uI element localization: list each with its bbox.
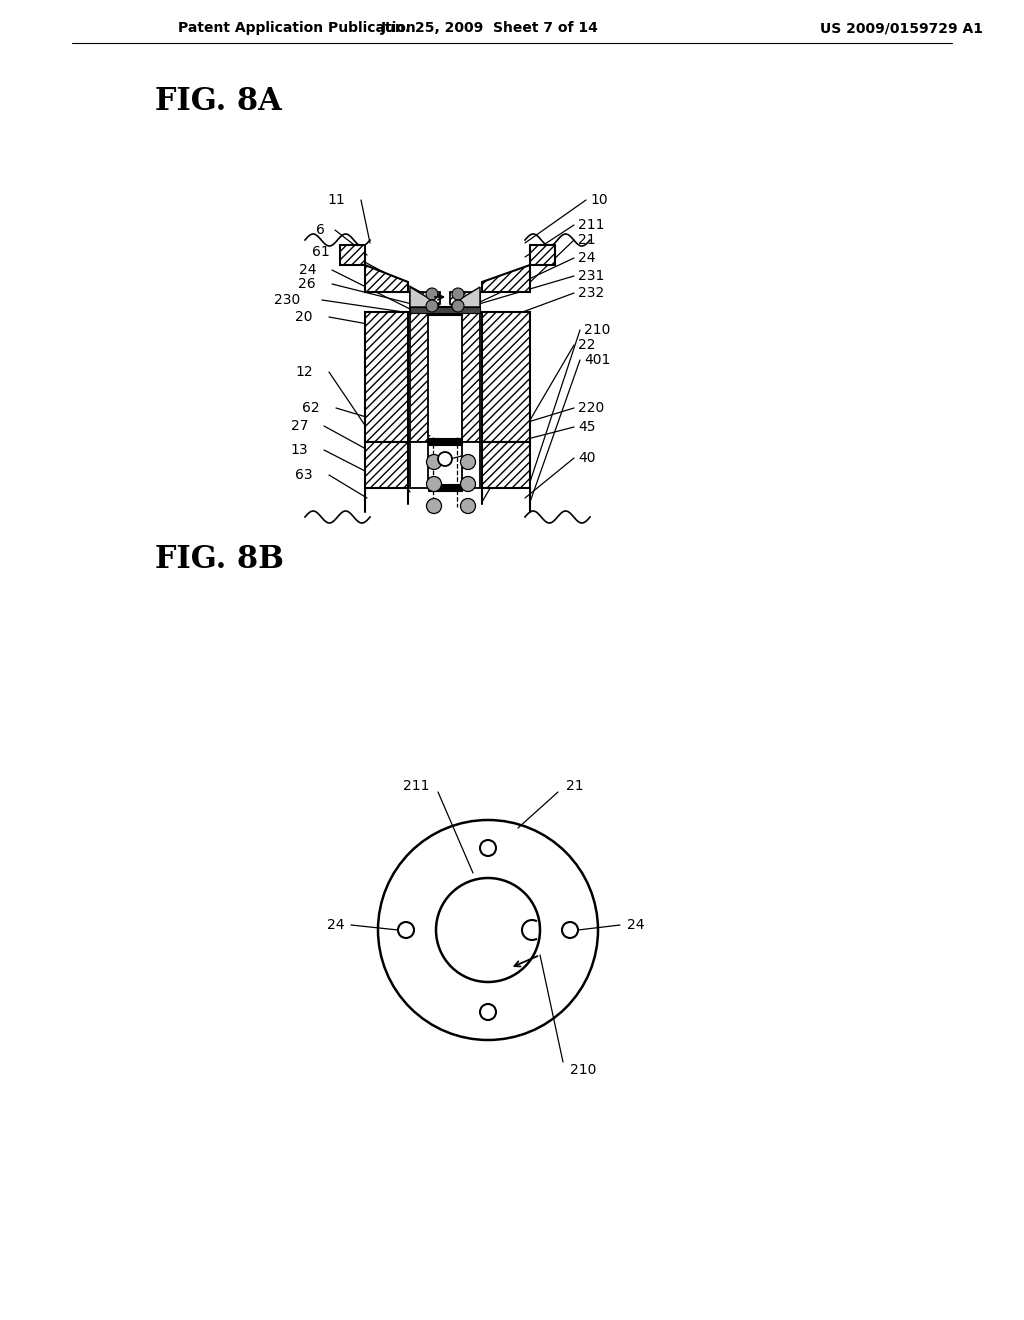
Polygon shape [482, 442, 530, 488]
Circle shape [480, 1005, 496, 1020]
Polygon shape [462, 312, 480, 442]
Polygon shape [428, 438, 462, 445]
Circle shape [562, 921, 578, 939]
Text: 24: 24 [299, 263, 316, 277]
Circle shape [438, 451, 452, 466]
Polygon shape [482, 246, 555, 292]
Circle shape [427, 454, 441, 470]
Circle shape [427, 499, 441, 513]
Circle shape [461, 499, 475, 513]
Text: 45: 45 [578, 420, 596, 434]
Text: 11: 11 [328, 193, 345, 207]
Circle shape [398, 921, 414, 939]
Circle shape [461, 454, 475, 470]
Polygon shape [462, 442, 480, 488]
Polygon shape [410, 286, 438, 308]
Polygon shape [450, 292, 480, 312]
Text: 220: 220 [578, 401, 604, 414]
Text: FIG. 8A: FIG. 8A [155, 87, 282, 117]
Circle shape [378, 820, 598, 1040]
Circle shape [436, 878, 540, 982]
Text: 22: 22 [578, 338, 596, 352]
Polygon shape [340, 246, 408, 292]
Polygon shape [452, 286, 480, 308]
Polygon shape [365, 442, 408, 488]
Polygon shape [410, 312, 428, 442]
Circle shape [452, 288, 464, 300]
Polygon shape [365, 312, 408, 442]
Text: 63: 63 [295, 469, 313, 482]
Polygon shape [482, 312, 530, 442]
Text: 21: 21 [566, 779, 584, 793]
Text: US 2009/0159729 A1: US 2009/0159729 A1 [820, 21, 983, 36]
Circle shape [427, 477, 441, 491]
Text: 231: 231 [578, 269, 604, 282]
Polygon shape [410, 442, 428, 488]
Text: 26: 26 [298, 277, 316, 290]
Text: FIG. 8B: FIG. 8B [155, 544, 284, 576]
Circle shape [480, 840, 496, 855]
Circle shape [426, 300, 438, 312]
Polygon shape [410, 308, 480, 313]
Text: 210: 210 [570, 1063, 596, 1077]
Text: 211: 211 [578, 218, 604, 232]
Text: 61: 61 [312, 246, 330, 259]
Text: 10: 10 [590, 193, 607, 207]
Text: 62: 62 [302, 401, 319, 414]
Polygon shape [428, 484, 462, 491]
Text: 20: 20 [296, 310, 313, 323]
Text: 232: 232 [578, 286, 604, 300]
Text: 24: 24 [627, 917, 644, 932]
Circle shape [461, 477, 475, 491]
Text: 12: 12 [295, 366, 313, 379]
Text: Jun. 25, 2009  Sheet 7 of 14: Jun. 25, 2009 Sheet 7 of 14 [381, 21, 599, 36]
Text: 24: 24 [327, 917, 344, 932]
Text: 6: 6 [316, 223, 325, 238]
Text: 210: 210 [584, 323, 610, 337]
Text: 40: 40 [578, 451, 596, 465]
Polygon shape [410, 292, 440, 312]
Text: 21: 21 [578, 234, 596, 247]
Circle shape [452, 300, 464, 312]
Text: 13: 13 [291, 444, 308, 457]
Text: 24: 24 [578, 251, 596, 265]
Text: 401: 401 [584, 352, 610, 367]
Polygon shape [428, 306, 462, 315]
Text: Patent Application Publication: Patent Application Publication [178, 21, 416, 36]
Circle shape [426, 288, 438, 300]
Text: 211: 211 [403, 779, 430, 793]
Text: 230: 230 [273, 293, 300, 308]
Text: 27: 27 [291, 418, 308, 433]
